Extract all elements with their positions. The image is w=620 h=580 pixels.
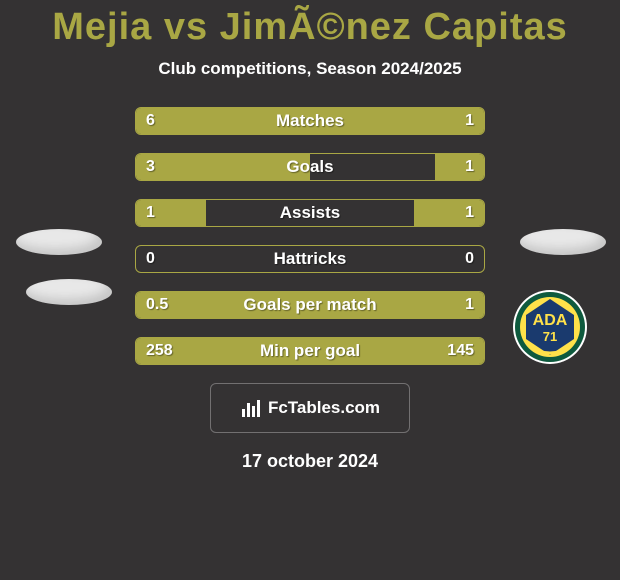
stats-area: ADA 71 Matches61Goals31Assists11Hattrick… — [0, 107, 620, 365]
club-badge-svg: ADA 71 — [512, 289, 588, 365]
stat-row-matches: Matches6 1 — [135, 107, 485, 135]
subtitle: Club competitions, Season 2024/2025 — [0, 59, 620, 79]
stat-label: Goals — [136, 154, 484, 180]
stat-value-right: 1 — [465, 154, 474, 180]
badge-letters: ADA — [533, 312, 568, 329]
stat-value-right: 1 — [465, 108, 474, 134]
stat-row-assists: Assists1 1 — [135, 199, 485, 227]
player-left-portrait-2 — [26, 279, 112, 305]
stat-value-left: 1 — [146, 200, 155, 226]
stat-value-right: 0 — [465, 246, 474, 272]
stat-label: Goals per match — [136, 292, 484, 318]
stat-value-left: 3 — [146, 154, 155, 180]
date-text: 17 october 2024 — [0, 451, 620, 472]
stat-row-min-per-goal: Min per goal258 145 — [135, 337, 485, 365]
fctables-attribution[interactable]: FcTables.com — [210, 383, 410, 433]
stat-value-right: 145 — [447, 338, 474, 364]
stat-label: Matches — [136, 108, 484, 134]
stat-row-goals-per-match: Goals per match0.5 1 — [135, 291, 485, 319]
stat-value-left: 258 — [146, 338, 173, 364]
stat-value-left: 0 — [146, 246, 155, 272]
player-right-portrait — [520, 229, 606, 255]
stat-value-right: 1 — [465, 292, 474, 318]
bar-chart-icon — [240, 397, 262, 419]
stat-value-left: 6 — [146, 108, 155, 134]
fctables-text: FcTables.com — [268, 398, 380, 418]
stat-row-hattricks: Hattricks0 0 — [135, 245, 485, 273]
page-title: Mejia vs JimÃ©nez Capitas — [0, 0, 620, 49]
stat-value-right: 1 — [465, 200, 474, 226]
badge-year: 71 — [543, 329, 557, 344]
stat-value-left: 0.5 — [146, 292, 168, 318]
stat-row-goals: Goals3 1 — [135, 153, 485, 181]
stat-label: Hattricks — [136, 246, 484, 272]
club-badge: ADA 71 — [512, 289, 588, 365]
player-left-portrait-1 — [16, 229, 102, 255]
stat-label: Assists — [136, 200, 484, 226]
stat-label: Min per goal — [136, 338, 484, 364]
